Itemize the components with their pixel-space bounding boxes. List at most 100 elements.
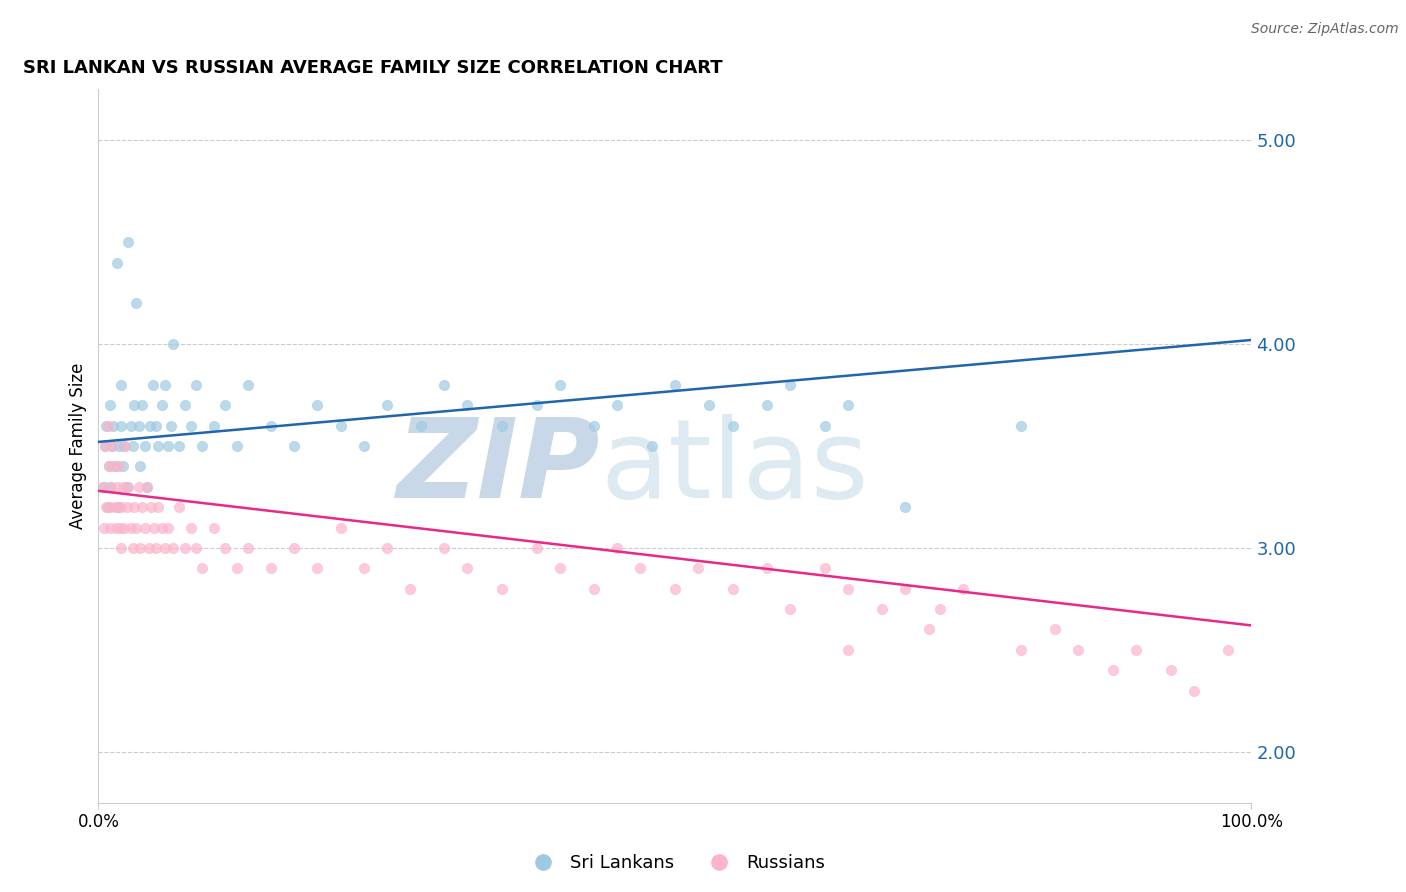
- Text: SRI LANKAN VS RUSSIAN AVERAGE FAMILY SIZE CORRELATION CHART: SRI LANKAN VS RUSSIAN AVERAGE FAMILY SIZ…: [24, 59, 723, 77]
- Point: [141, 500, 163, 515]
- Point: [114, 439, 136, 453]
- Point: [108, 439, 131, 453]
- Point: [135, 480, 157, 494]
- Point: [1218, 643, 1240, 657]
- Point: [167, 500, 190, 515]
- Point: [110, 500, 132, 515]
- Point: [872, 602, 894, 616]
- Point: [814, 561, 837, 575]
- Point: [174, 541, 197, 555]
- Point: [433, 541, 456, 555]
- Point: [134, 520, 156, 534]
- Point: [107, 500, 129, 515]
- Point: [1125, 643, 1147, 657]
- Point: [145, 418, 167, 433]
- Point: [283, 541, 305, 555]
- Point: [97, 500, 120, 515]
- Point: [105, 480, 128, 494]
- Point: [1010, 643, 1032, 657]
- Point: [110, 520, 132, 534]
- Point: [94, 439, 117, 453]
- Point: [142, 520, 165, 534]
- Point: [128, 418, 150, 433]
- Point: [756, 561, 779, 575]
- Text: ZIP: ZIP: [396, 414, 600, 521]
- Point: [97, 459, 120, 474]
- Point: [156, 520, 179, 534]
- Point: [117, 480, 139, 494]
- Point: [103, 459, 125, 474]
- Point: [606, 541, 628, 555]
- Point: [894, 500, 917, 515]
- Point: [125, 520, 148, 534]
- Point: [110, 541, 132, 555]
- Point: [117, 500, 139, 515]
- Point: [664, 377, 686, 392]
- Point: [155, 377, 177, 392]
- Point: [491, 582, 513, 596]
- Point: [104, 520, 127, 534]
- Point: [583, 582, 606, 596]
- Point: [606, 398, 628, 412]
- Point: [120, 418, 142, 433]
- Point: [186, 541, 208, 555]
- Point: [329, 418, 352, 433]
- Point: [97, 459, 120, 474]
- Point: [101, 439, 124, 453]
- Point: [108, 459, 131, 474]
- Legend: Sri Lankans, Russians: Sri Lankans, Russians: [517, 847, 832, 880]
- Point: [756, 398, 779, 412]
- Point: [375, 541, 398, 555]
- Point: [174, 398, 197, 412]
- Point: [686, 561, 709, 575]
- Point: [98, 480, 121, 494]
- Text: atlas: atlas: [600, 414, 869, 521]
- Point: [433, 377, 456, 392]
- Point: [122, 541, 145, 555]
- Point: [191, 561, 214, 575]
- Point: [929, 602, 952, 616]
- Point: [526, 398, 548, 412]
- Point: [894, 582, 917, 596]
- Point: [1067, 643, 1090, 657]
- Text: Source: ZipAtlas.com: Source: ZipAtlas.com: [1251, 22, 1399, 37]
- Point: [214, 541, 236, 555]
- Point: [105, 255, 128, 269]
- Point: [214, 398, 236, 412]
- Point: [548, 561, 571, 575]
- Point: [814, 418, 837, 433]
- Point: [721, 418, 744, 433]
- Point: [96, 418, 118, 433]
- Point: [202, 520, 225, 534]
- Point: [180, 418, 202, 433]
- Point: [134, 439, 156, 453]
- Point: [1102, 663, 1125, 677]
- Point: [98, 398, 121, 412]
- Point: [628, 561, 651, 575]
- Point: [142, 377, 165, 392]
- Point: [375, 398, 398, 412]
- Point: [122, 500, 145, 515]
- Point: [150, 520, 173, 534]
- Point: [120, 520, 142, 534]
- Point: [353, 561, 375, 575]
- Point: [260, 418, 283, 433]
- Point: [162, 541, 184, 555]
- Point: [952, 582, 974, 596]
- Point: [583, 418, 606, 433]
- Point: [107, 500, 129, 515]
- Point: [103, 418, 125, 433]
- Point: [110, 418, 132, 433]
- Y-axis label: Average Family Size: Average Family Size: [69, 363, 87, 529]
- Point: [456, 398, 478, 412]
- Point: [100, 480, 122, 494]
- Point: [491, 418, 513, 433]
- Point: [180, 520, 202, 534]
- Point: [167, 439, 190, 453]
- Point: [122, 439, 145, 453]
- Point: [526, 541, 548, 555]
- Point: [837, 398, 859, 412]
- Point: [103, 500, 125, 515]
- Point: [150, 398, 173, 412]
- Point: [94, 439, 117, 453]
